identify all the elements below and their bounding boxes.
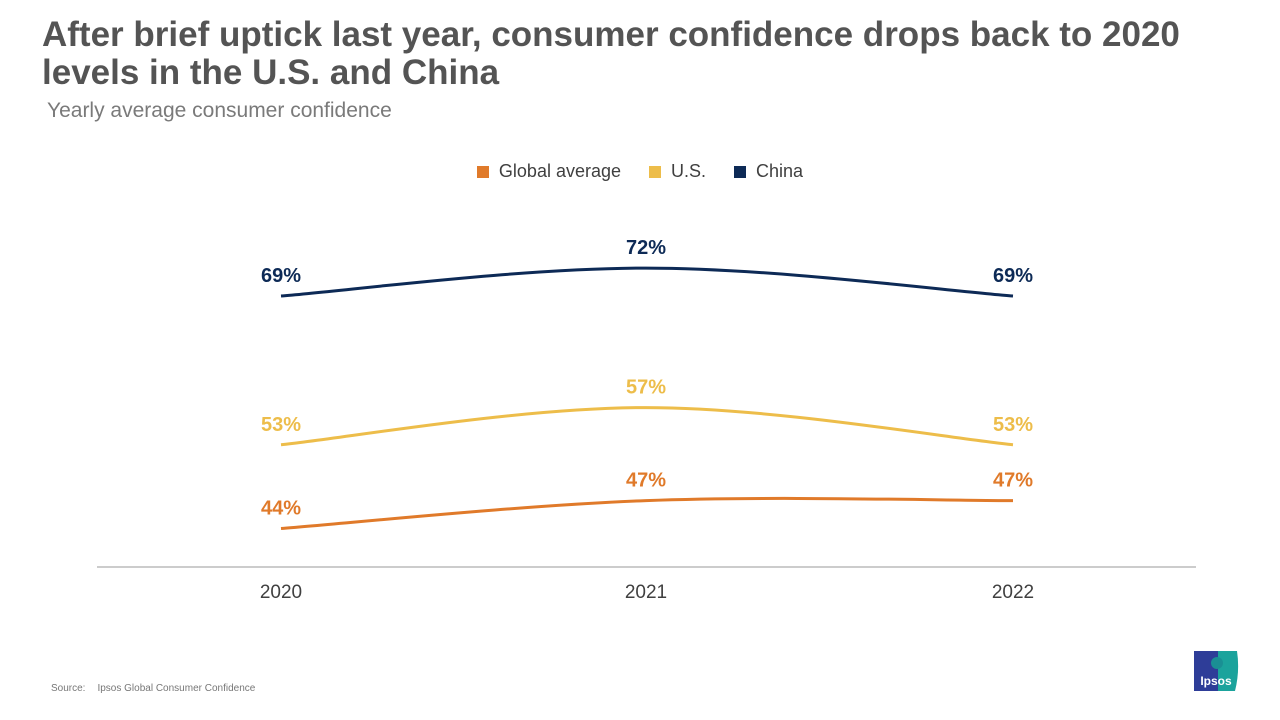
legend-item-global: Global average <box>476 161 622 182</box>
data-label: 53% <box>261 414 301 436</box>
data-label: 69% <box>993 265 1033 287</box>
chart-subtitle: Yearly average consumer confidence <box>47 99 392 122</box>
data-label: 44% <box>261 498 301 520</box>
source-text: Ipsos Global Consumer Confidence <box>97 683 256 694</box>
x-tick-label: 2020 <box>260 582 302 603</box>
x-tick-label: 2022 <box>992 582 1034 603</box>
source-label: Source: <box>51 683 86 694</box>
legend-item-china: China <box>734 161 803 182</box>
chart-title: After brief uptick last year, consumer c… <box>42 15 1180 92</box>
legend: Global average U.S. China <box>0 161 1280 182</box>
legend-swatch <box>734 165 747 178</box>
legend-swatch <box>649 165 662 178</box>
series-line-0 <box>280 496 1014 530</box>
data-label: 53% <box>993 414 1033 436</box>
series-line-2 <box>280 266 1014 298</box>
legend-label: China <box>756 161 804 181</box>
x-tick-label: 2021 <box>625 582 667 603</box>
legend-label: U.S. <box>671 161 707 181</box>
series-line-1 <box>280 406 1014 447</box>
ipsos-logo: Ipsos <box>1194 651 1239 691</box>
legend-swatch <box>476 165 489 178</box>
data-label: 47% <box>626 470 666 492</box>
data-label: 69% <box>261 265 301 287</box>
source-note: Source: Ipsos Global Consumer Confidence <box>51 683 267 694</box>
svg-text:Ipsos: Ipsos <box>1200 674 1232 688</box>
legend-label: Global average <box>498 161 622 181</box>
data-label: 72% <box>626 237 666 259</box>
data-label: 57% <box>626 377 666 399</box>
legend-item-us: U.S. <box>649 161 706 182</box>
data-label: 47% <box>993 470 1033 492</box>
